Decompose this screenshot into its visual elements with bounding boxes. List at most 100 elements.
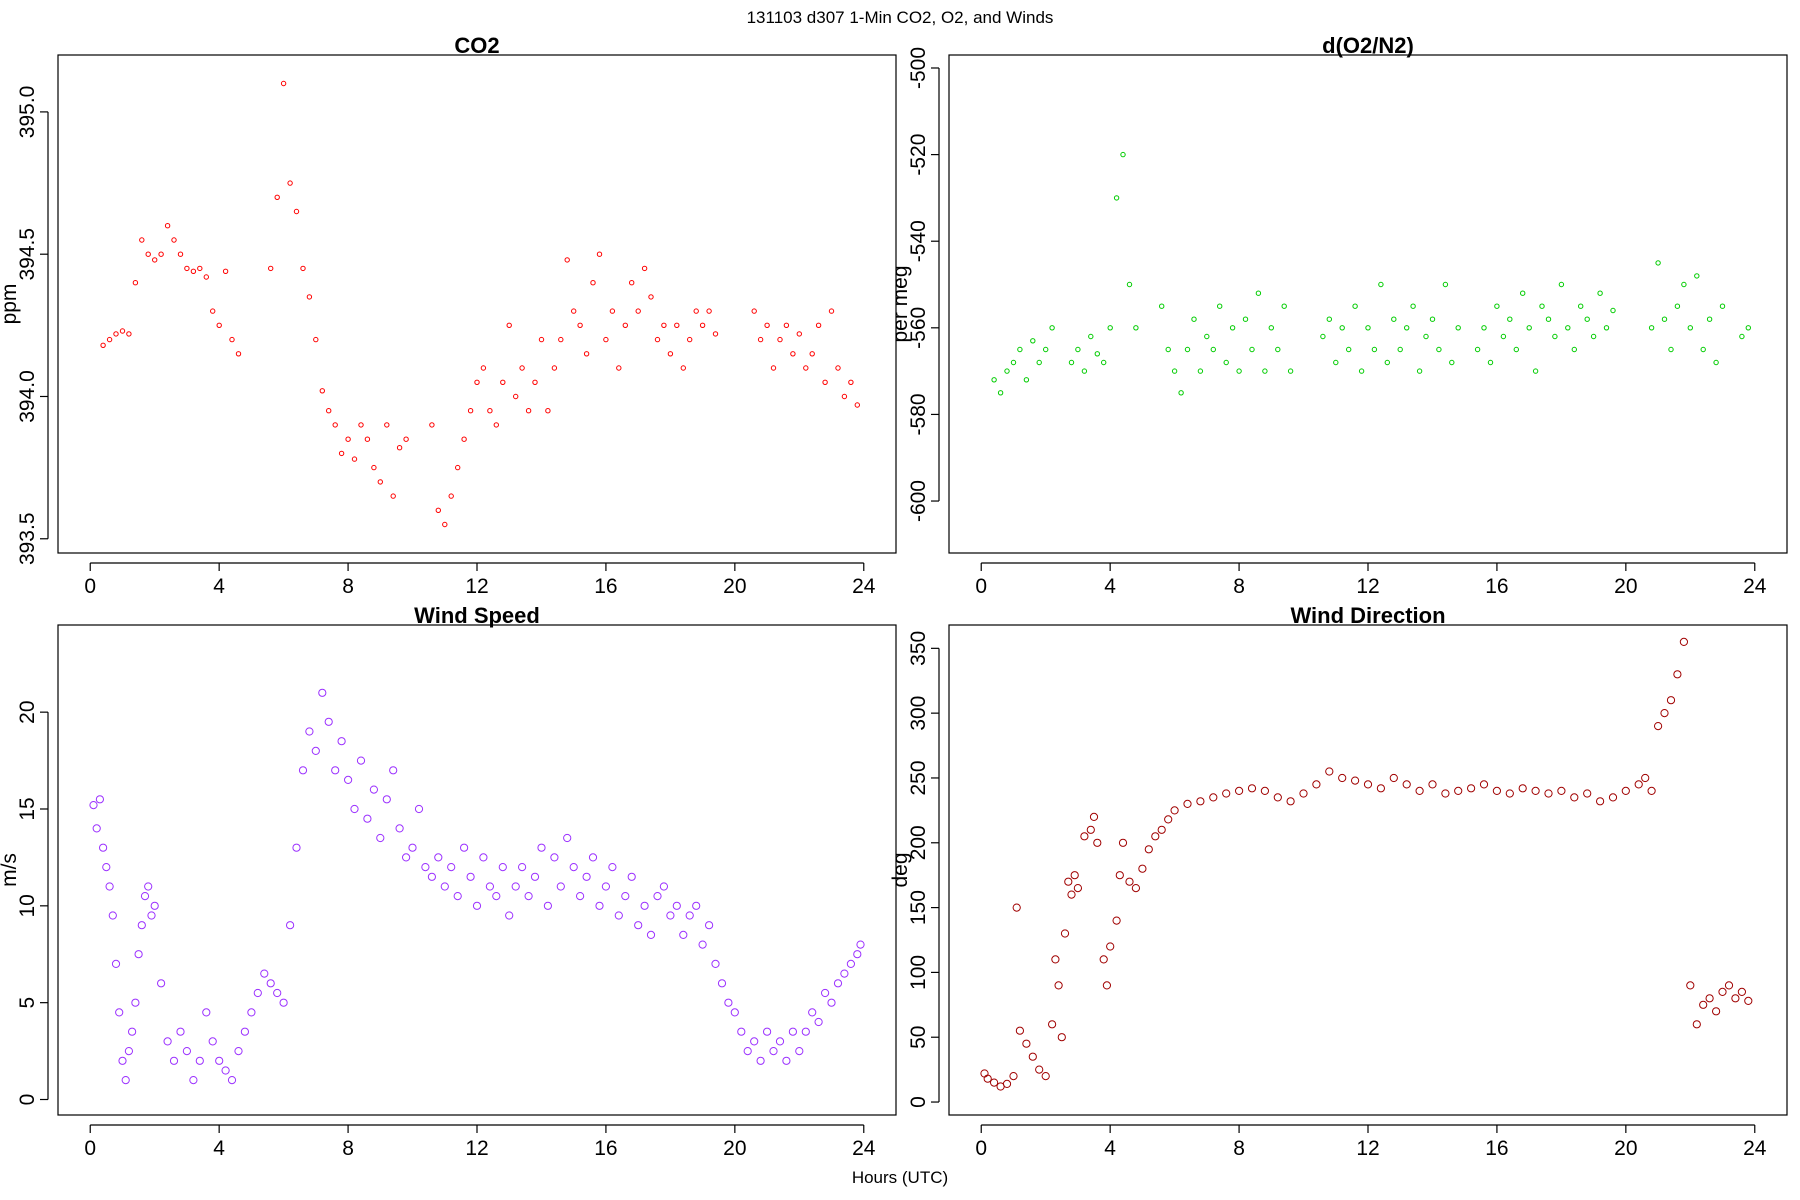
panel-wind-speed-point bbox=[756, 1056, 765, 1065]
panel-o2-x-tick-label: 24 bbox=[1743, 575, 1767, 598]
panel-wind-direction-point bbox=[1666, 696, 1676, 705]
panel-co2-point bbox=[751, 308, 757, 314]
panel-o2-point bbox=[1036, 359, 1042, 366]
panel-co2-point bbox=[590, 280, 596, 286]
panel-wind-direction-axes: 0 4 8 12 16 20 24 0 50 100 150 200 250 300 350 bbox=[907, 631, 1767, 1160]
panel-wind-speed-point bbox=[421, 863, 430, 872]
panel-wind-speed-point bbox=[128, 1027, 137, 1036]
panel-co2-point bbox=[222, 268, 229, 274]
figure-xlabel: Hours (UTC) bbox=[852, 1168, 948, 1187]
panel-wind-direction-point bbox=[1235, 786, 1244, 796]
panel-wind-speed-point bbox=[286, 921, 295, 930]
panel-wind-speed-point bbox=[685, 911, 694, 920]
panel-o2-point bbox=[1449, 359, 1455, 366]
panel-co2-point bbox=[100, 342, 106, 348]
panel-co2-point bbox=[326, 408, 332, 414]
panel-co2-point bbox=[280, 80, 287, 87]
panel-wind-speed-point bbox=[460, 843, 469, 852]
panel-wind-direction-point bbox=[1054, 981, 1063, 990]
panel-wind-direction-point bbox=[1325, 767, 1334, 776]
panel-o2-point bbox=[1532, 368, 1539, 374]
panel-o2-point bbox=[1552, 333, 1558, 340]
panel-o2-frame bbox=[948, 54, 1788, 554]
panel-co2-point bbox=[513, 393, 519, 400]
panel-o2-point bbox=[1545, 316, 1552, 322]
panel-co2-title: CO2 bbox=[454, 33, 499, 58]
panel-co2-point bbox=[313, 336, 319, 343]
panel-o2-point bbox=[1229, 325, 1236, 331]
panel-wind-direction-point bbox=[1415, 786, 1424, 796]
panel-co2-point bbox=[822, 379, 828, 385]
panel-wind-speed-point bbox=[253, 988, 262, 998]
panel-co2-point bbox=[790, 351, 796, 357]
panel-o2-point bbox=[1558, 281, 1565, 288]
panel-o2-point bbox=[1391, 316, 1397, 322]
panel-wind-direction-point bbox=[1686, 981, 1695, 990]
panel-wind-speed-point bbox=[195, 1056, 204, 1065]
panel-wind-speed-point bbox=[814, 1017, 823, 1027]
panel-wind-direction-point bbox=[1570, 793, 1579, 802]
panel-o2-point bbox=[1352, 303, 1358, 309]
panel-wind-direction-point bbox=[1067, 890, 1076, 899]
panel-wind-speed-point bbox=[382, 795, 391, 804]
panel-wind-speed-point bbox=[124, 1047, 133, 1056]
panel-co2-axes: 0 4 8 12 16 20 24 393.5 394.0 394.5 395.0 bbox=[16, 86, 876, 598]
panel-o2-y-tick-label: -580 bbox=[907, 393, 930, 435]
panel-o2-point bbox=[1184, 346, 1191, 353]
panel-wind-speed-x-tick-label: 8 bbox=[342, 1137, 354, 1160]
panel-co2-point bbox=[712, 331, 719, 337]
panel-o2-points bbox=[991, 151, 1752, 396]
panel-o2-point bbox=[1043, 346, 1049, 353]
panel-wind-speed-point bbox=[485, 882, 494, 891]
panel-wind-direction-point bbox=[1099, 955, 1108, 964]
panel-wind-speed-point bbox=[569, 863, 578, 872]
panel-wind-direction-point bbox=[980, 1069, 989, 1078]
panel-co2-point bbox=[158, 251, 164, 257]
panel-co2-point bbox=[396, 445, 403, 451]
panel-o2-point bbox=[1204, 333, 1210, 340]
panel-wind-direction-point bbox=[1389, 773, 1398, 783]
panel-wind-speed-point bbox=[389, 766, 398, 775]
panel-o2-x-tick-label: 8 bbox=[1233, 575, 1245, 598]
panel-wind-speed-x-tick-label: 0 bbox=[84, 1137, 96, 1160]
panel-o2-x-tick-label: 20 bbox=[1614, 575, 1637, 598]
panel-wind-speed-point bbox=[318, 688, 327, 697]
panel-co2-point bbox=[506, 322, 512, 328]
panel-wind-direction-point bbox=[1454, 786, 1463, 796]
panel-wind-direction-point bbox=[1086, 825, 1095, 834]
panel-wind-speed-point bbox=[279, 998, 288, 1007]
panel-co2-point bbox=[706, 308, 712, 314]
panel-wind-direction-point bbox=[1012, 903, 1021, 912]
panel-o2-point bbox=[1017, 346, 1023, 353]
panel-wind-speed-point bbox=[479, 853, 488, 862]
panel-o2-point bbox=[1320, 333, 1326, 340]
panel-wind-direction-y-tick-label: 350 bbox=[907, 631, 930, 666]
panel-o2-point bbox=[1049, 325, 1055, 331]
panel-co2-point bbox=[210, 308, 216, 314]
panel-o2-point bbox=[1648, 325, 1655, 331]
panel-wind-speed-point bbox=[737, 1027, 746, 1036]
panel-co2-point bbox=[216, 322, 222, 328]
panel-wind-speed-point bbox=[840, 969, 849, 978]
panel-co2-y-tick-label: 395.0 bbox=[16, 86, 39, 139]
panel-o2-point bbox=[1275, 346, 1281, 353]
panel-co2-point bbox=[635, 308, 641, 314]
panel-co2-point bbox=[164, 223, 171, 229]
panel-wind-direction-point bbox=[1705, 994, 1714, 1003]
panel-o2-point bbox=[1481, 325, 1487, 331]
panel-co2-point bbox=[622, 322, 628, 328]
panel-wind-direction-y-tick-label: 200 bbox=[907, 825, 930, 860]
panel-o2-point bbox=[1520, 290, 1526, 296]
panel-o2-point bbox=[1346, 346, 1352, 353]
panel-co2-point bbox=[384, 422, 390, 428]
panel-o2-point bbox=[1101, 359, 1107, 366]
panel-wind-direction-point bbox=[1183, 799, 1192, 809]
panel-o2-point bbox=[1455, 325, 1461, 331]
panel-co2-point bbox=[351, 456, 358, 462]
panel-co2-x-tick-label: 24 bbox=[852, 575, 876, 598]
panel-o2-x-tick-label: 0 bbox=[975, 575, 987, 598]
panel-wind-direction-point bbox=[1286, 797, 1295, 806]
panel-wind-speed-point bbox=[105, 882, 114, 891]
panel-o2-point bbox=[1333, 359, 1339, 366]
panel-co2-x-tick-label: 8 bbox=[342, 575, 354, 598]
